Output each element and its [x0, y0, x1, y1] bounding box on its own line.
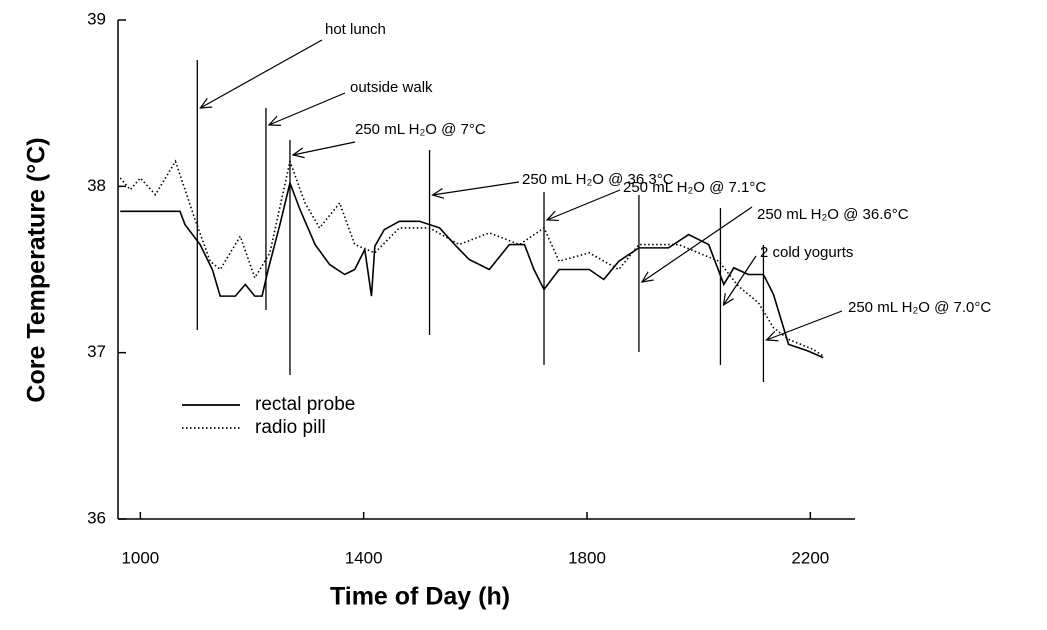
legend-label: rectal probe: [255, 394, 355, 415]
x-tick-label: 1800: [568, 548, 606, 567]
series-line: [120, 180, 824, 359]
annotation-arrow: [293, 141, 356, 155]
annotation-arrow: [269, 92, 346, 125]
annotation-label: hot lunch: [325, 21, 386, 38]
annotation-arrow: [200, 39, 323, 108]
annotation-arrow: [547, 189, 621, 220]
annotation-arrow: [642, 206, 753, 282]
annotation-label: 250 mL H₂O @ 7.1°C: [623, 179, 766, 196]
annotation-label: 250 mL H₂O @ 36.3°C: [522, 171, 674, 188]
annotation-arrow: [766, 310, 843, 340]
y-tick-label: 38: [87, 176, 106, 195]
annotation-label: 250 mL H₂O @ 7°C: [355, 121, 486, 138]
x-tick-label: 2200: [791, 548, 829, 567]
x-axis-title: Time of Day (h): [330, 583, 510, 611]
x-tick-label: 1000: [121, 548, 159, 567]
x-tick-label: 1400: [345, 548, 383, 567]
annotation-arrow: [723, 255, 757, 305]
series-line: [119, 158, 824, 357]
y-tick-label: 37: [87, 342, 106, 361]
y-axis-title: Core Temperature (°C): [23, 137, 51, 402]
annotation-arrow: [433, 181, 520, 195]
annotation-label: 250 mL H₂O @ 7.0°C: [848, 299, 991, 316]
annotation-label: 250 mL H₂O @ 36.6°C: [757, 206, 909, 223]
legend-label: radio pill: [255, 417, 326, 438]
y-tick-label: 36: [87, 508, 106, 527]
annotation-label: 2 cold yogurts: [760, 244, 853, 261]
annotation-label: outside walk: [350, 79, 433, 96]
y-tick-label: 39: [87, 9, 106, 28]
